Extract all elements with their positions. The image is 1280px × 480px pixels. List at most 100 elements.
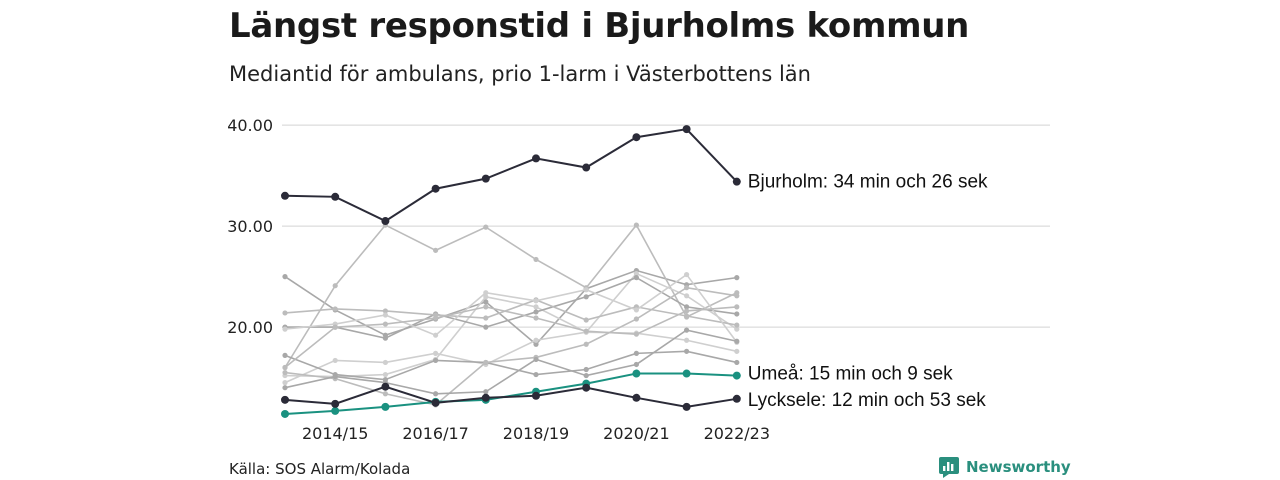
data-point-other [382, 312, 388, 318]
x-tick-label: 2020/21 [603, 424, 669, 443]
data-point-other [583, 287, 589, 293]
data-point-umea [281, 409, 289, 418]
data-point-other [533, 341, 539, 347]
data-point-umea [331, 406, 340, 415]
data-point-other [533, 371, 539, 378]
data-point-other [734, 359, 740, 366]
y-tick-label: 40.00 [227, 116, 273, 135]
data-point-other [633, 275, 640, 281]
data-point-other [282, 310, 288, 316]
data-point-other [633, 270, 640, 277]
data-point-other [533, 298, 539, 304]
data-point-other [684, 271, 690, 278]
gridlines [282, 124, 1050, 328]
data-point-other [282, 364, 288, 371]
newsworthy-icon [939, 457, 959, 478]
data-point-other [382, 371, 388, 378]
data-point-other [483, 324, 489, 330]
data-point-other [533, 256, 539, 263]
data-point-other [483, 294, 489, 300]
data-point-bjurholm [431, 184, 440, 193]
data-point-umea [732, 371, 741, 380]
series-line-other [284, 272, 738, 378]
data-point-other [583, 372, 589, 379]
data-point-other [433, 332, 439, 338]
data-point-other [633, 350, 640, 356]
data-point-other [282, 380, 288, 386]
background-series [282, 222, 740, 408]
data-point-other [533, 337, 539, 343]
series-line-lycksele [284, 385, 737, 408]
data-point-bjurholm [532, 154, 540, 163]
chart-subtitle: Mediantid för ambulans, prio 1-larm i Vä… [229, 62, 811, 86]
data-point-other [684, 293, 690, 299]
series-line-other [284, 329, 737, 395]
data-point-other [533, 356, 539, 363]
data-point-umea [682, 369, 691, 378]
data-point-other [433, 247, 439, 253]
data-point-other [684, 327, 690, 333]
chart-title: Längst responstid i Bjurholms kommun [229, 6, 970, 46]
y-tick-label: 20.00 [227, 318, 273, 337]
data-point-lycksele [682, 402, 691, 411]
data-point-lycksele [632, 393, 641, 402]
data-point-other [734, 338, 740, 344]
data-point-bjurholm [381, 217, 390, 226]
data-point-other [282, 326, 288, 332]
series-labels: Bjurholm: 34 min och 26 sek Umeå: 15 min … [748, 172, 988, 411]
data-point-other [583, 328, 589, 334]
data-point-bjurholm [331, 192, 340, 201]
series-line-other [284, 298, 737, 326]
data-point-other [382, 335, 388, 341]
data-point-lycksele [331, 399, 340, 408]
data-point-other [483, 290, 489, 296]
data-point-other [282, 369, 288, 376]
series-line-other [284, 223, 738, 368]
data-point-other [483, 304, 489, 310]
data-point-other [684, 285, 690, 291]
data-point-lycksele [381, 382, 390, 391]
data-point-bjurholm [481, 174, 490, 183]
series-line-other [284, 286, 737, 406]
data-point-bjurholm [732, 177, 741, 186]
data-point-lycksele [281, 395, 289, 404]
brand-name: Newsworthy [966, 458, 1071, 476]
series-label-bjurholm: Bjurholm: 34 min och 26 sek [748, 172, 988, 193]
data-point-other [282, 274, 288, 280]
data-point-other [583, 341, 589, 347]
data-point-other [433, 350, 439, 356]
data-point-lycksele [582, 383, 591, 392]
x-tick-label: 2022/23 [704, 424, 770, 443]
data-point-lycksele [481, 393, 490, 402]
x-tick-label: 2016/17 [402, 424, 468, 443]
data-point-other [734, 304, 740, 310]
data-point-umea [632, 369, 641, 378]
data-point-other [734, 348, 740, 354]
series-line-other [284, 273, 738, 343]
data-point-other [332, 324, 338, 330]
data-point-other [332, 306, 338, 312]
data-point-other [483, 389, 489, 395]
data-point-other [433, 357, 439, 364]
data-point-bjurholm [682, 125, 691, 134]
data-point-other [332, 357, 338, 364]
data-point-other [633, 331, 640, 337]
data-point-other [433, 391, 439, 397]
data-point-other [483, 315, 489, 321]
data-point-other [633, 222, 640, 228]
data-point-other [483, 224, 489, 230]
data-point-other [734, 322, 740, 328]
x-tick-label: 2014/15 [302, 424, 368, 443]
data-point-other [533, 309, 539, 315]
data-point-lycksele [732, 394, 741, 403]
data-point-other [684, 348, 690, 354]
data-point-other [583, 294, 589, 300]
data-point-bjurholm [281, 191, 289, 200]
data-point-other [483, 359, 489, 366]
data-point-other [734, 293, 740, 299]
data-point-other [583, 366, 589, 373]
data-point-other [734, 275, 740, 281]
series-line-other [284, 350, 737, 381]
data-point-other [734, 326, 740, 332]
